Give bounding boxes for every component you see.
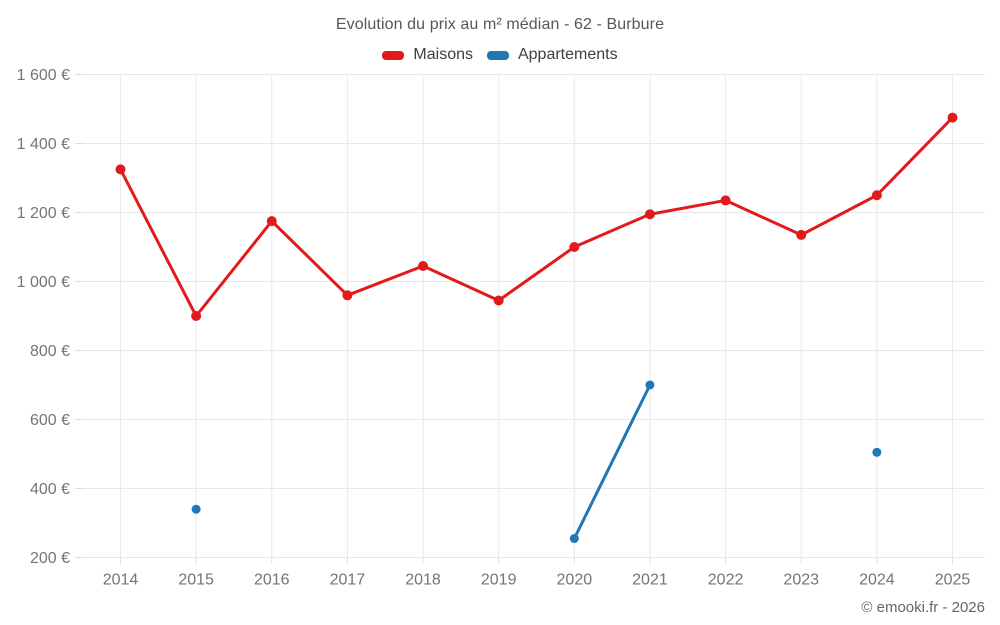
x-tick-label: 2024	[859, 572, 895, 589]
legend-item-appartements[interactable]: Appartements	[486, 46, 618, 64]
x-tick-label: 2025	[935, 572, 971, 589]
point-appartements-2015[interactable]	[191, 504, 201, 514]
point-maisons-2021[interactable]	[644, 209, 655, 220]
point-maisons-2025[interactable]	[947, 112, 958, 123]
x-tick-label: 2021	[632, 572, 668, 589]
x-tick-label: 2020	[557, 572, 593, 589]
x-tick-label: 2015	[178, 572, 214, 589]
y-tick-label: 800 €	[30, 343, 70, 360]
y-tick-label: 600 €	[30, 412, 70, 429]
point-maisons-2018[interactable]	[418, 260, 429, 271]
y-tick-label: 1 200 €	[17, 205, 70, 222]
copyright: © emooki.fr - 2026	[861, 599, 985, 616]
x-tick-label: 2016	[254, 572, 290, 589]
maisons-swatch-icon	[382, 50, 405, 60]
legend-item-maisons[interactable]: Maisons	[382, 46, 473, 64]
y-tick-label: 1 400 €	[17, 136, 70, 153]
point-maisons-2017[interactable]	[342, 290, 353, 301]
x-tick-label: 2023	[783, 572, 819, 589]
x-tick-label: 2018	[405, 572, 441, 589]
point-maisons-2014[interactable]	[115, 164, 126, 175]
y-tick-label: 1 000 €	[17, 274, 70, 291]
x-tick-label: 2019	[481, 572, 517, 589]
point-appartements-2020[interactable]	[569, 534, 579, 544]
x-tick-label: 2014	[103, 572, 139, 589]
point-appartements-2024[interactable]	[872, 447, 882, 457]
point-maisons-2024[interactable]	[871, 190, 882, 201]
x-tick-label: 2017	[330, 572, 366, 589]
legend-label-appartements: Appartements	[517, 46, 618, 63]
legend-label-maisons: Maisons	[413, 46, 473, 63]
chart-legend: Maisons Appartements	[0, 46, 1000, 64]
x-tick-label: 2022	[708, 572, 744, 589]
point-maisons-2023[interactable]	[796, 229, 807, 240]
point-maisons-2016[interactable]	[266, 216, 277, 227]
line-appartements	[572, 383, 652, 541]
y-tick-label: 200 €	[30, 550, 70, 567]
point-maisons-2020[interactable]	[569, 242, 580, 252]
chart-title: Evolution du prix au m² médian - 62 - Bu…	[335, 16, 665, 33]
line-maisons	[119, 116, 954, 318]
point-maisons-2019[interactable]	[493, 295, 504, 306]
point-maisons-2022[interactable]	[720, 195, 731, 206]
appartements-swatch-icon	[486, 50, 509, 60]
point-appartements-2021[interactable]	[645, 380, 655, 390]
y-tick-label: 400 €	[30, 481, 70, 498]
y-tick-label: 1 600 €	[17, 67, 70, 84]
point-maisons-2015[interactable]	[191, 311, 202, 321]
